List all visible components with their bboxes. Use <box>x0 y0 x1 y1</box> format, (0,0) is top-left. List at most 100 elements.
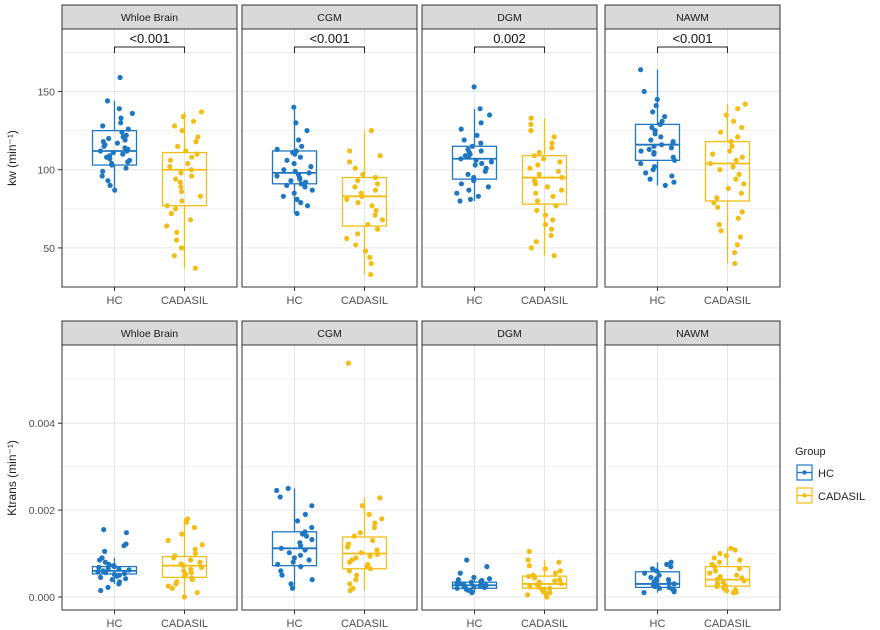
data-point-cadasil <box>372 212 378 218</box>
data-point-hc <box>124 148 130 154</box>
box-iqr <box>91 129 138 166</box>
data-point-cadasil <box>712 564 718 570</box>
data-point-cadasil <box>355 178 361 184</box>
data-point-cadasil <box>725 185 732 192</box>
data-point-hc <box>672 157 678 163</box>
data-point-hc <box>643 170 649 176</box>
data-point-hc <box>471 84 477 90</box>
data-point-cadasil <box>177 179 183 185</box>
data-point-cadasil <box>723 112 729 118</box>
data-point-hc <box>111 564 117 570</box>
data-point-cadasil <box>542 566 548 572</box>
data-point-hc <box>112 187 118 193</box>
data-point-cadasil <box>533 190 539 196</box>
data-point-hc <box>641 88 647 95</box>
data-point-hc <box>484 564 490 570</box>
data-point-cadasil <box>741 181 747 187</box>
data-point-hc <box>107 182 113 188</box>
data-point-hc <box>288 178 294 184</box>
data-point-hc <box>306 557 312 563</box>
data-point-cadasil <box>377 153 383 159</box>
data-point-hc <box>291 104 297 110</box>
data-point-cadasil <box>172 123 178 129</box>
data-point-hc <box>122 570 128 577</box>
data-point-cadasil <box>194 590 200 596</box>
data-point-cadasil <box>353 555 359 561</box>
data-point-hc <box>110 149 116 156</box>
data-point-hc <box>662 114 668 120</box>
panel-border <box>241 344 418 611</box>
data-point-cadasil <box>192 546 198 552</box>
data-point-hc <box>662 182 668 188</box>
data-point-cadasil <box>528 245 535 251</box>
data-point-cadasil <box>167 164 173 170</box>
data-point-hc <box>468 579 474 585</box>
data-point-hc <box>294 210 300 217</box>
data-point-cadasil <box>727 148 733 154</box>
significance-label: 0.002 <box>493 31 526 46</box>
data-point-hc <box>277 494 283 500</box>
data-point-cadasil <box>195 134 201 140</box>
data-point-hc <box>102 548 108 555</box>
legend-label-hc: HC <box>818 468 834 480</box>
data-point-hc <box>653 103 659 109</box>
data-point-cadasil <box>551 134 557 140</box>
data-point-hc <box>671 179 677 185</box>
plot-layer: kw (min⁻¹) 50 100 150 Whloe Brain <0.001 HC CAD… <box>5 4 781 630</box>
data-point-hc <box>295 518 301 524</box>
data-point-hc <box>472 162 478 168</box>
data-point-hc <box>306 170 312 176</box>
data-point-cadasil <box>171 555 177 561</box>
x-tick-label: HC <box>107 295 123 307</box>
data-point-hc <box>465 171 471 177</box>
data-point-cadasil <box>739 124 745 131</box>
data-point-hc <box>297 176 303 182</box>
panel-strip <box>61 320 238 346</box>
data-point-cadasil <box>711 200 717 206</box>
data-point-cadasil <box>712 568 719 574</box>
data-point-hc <box>123 165 129 171</box>
data-point-cadasil <box>526 548 532 555</box>
data-point-cadasil <box>189 173 195 179</box>
data-point-hc <box>114 573 120 579</box>
data-point-hc <box>642 570 648 576</box>
data-point-cadasil <box>353 572 360 578</box>
data-point-hc <box>458 126 464 132</box>
data-point-cadasil <box>346 568 352 574</box>
data-point-hc <box>652 583 658 590</box>
data-point-cadasil <box>353 242 359 248</box>
significance-bracket <box>114 46 185 53</box>
data-point-hc <box>284 182 290 188</box>
data-point-hc <box>478 120 484 126</box>
data-point-cadasil <box>173 206 179 212</box>
data-point-cadasil <box>737 234 744 240</box>
data-point-cadasil <box>557 568 563 574</box>
significance-bracket <box>474 46 545 53</box>
data-point-cadasil <box>551 253 557 259</box>
data-point-cadasil <box>165 583 171 589</box>
data-point-cadasil <box>164 223 170 229</box>
data-point-cadasil <box>358 550 364 556</box>
data-point-cadasil <box>344 235 350 242</box>
x-tick-label: HC <box>287 618 303 630</box>
x-tick-label: HC <box>467 618 483 630</box>
x-tick-label: HC <box>650 295 666 307</box>
data-point-cadasil <box>714 583 720 590</box>
data-point-hc <box>101 143 107 149</box>
y-tick-label: 150 <box>37 87 55 99</box>
data-point-hc <box>279 572 285 578</box>
data-point-cadasil <box>711 555 717 561</box>
legend-title: Group <box>795 446 826 458</box>
data-point-cadasil <box>191 524 197 531</box>
data-point-hc <box>303 533 310 539</box>
data-point-cadasil <box>181 594 187 600</box>
data-point-cadasil <box>379 217 385 223</box>
significance-label: <0.001 <box>672 31 712 46</box>
data-point-cadasil <box>347 148 353 154</box>
data-point-hc <box>116 581 122 587</box>
legend-key-cadasil <box>796 487 813 504</box>
data-point-hc <box>105 584 111 591</box>
data-point-hc <box>308 164 314 170</box>
data-point-cadasil <box>535 162 541 168</box>
data-point-hc <box>119 129 125 135</box>
